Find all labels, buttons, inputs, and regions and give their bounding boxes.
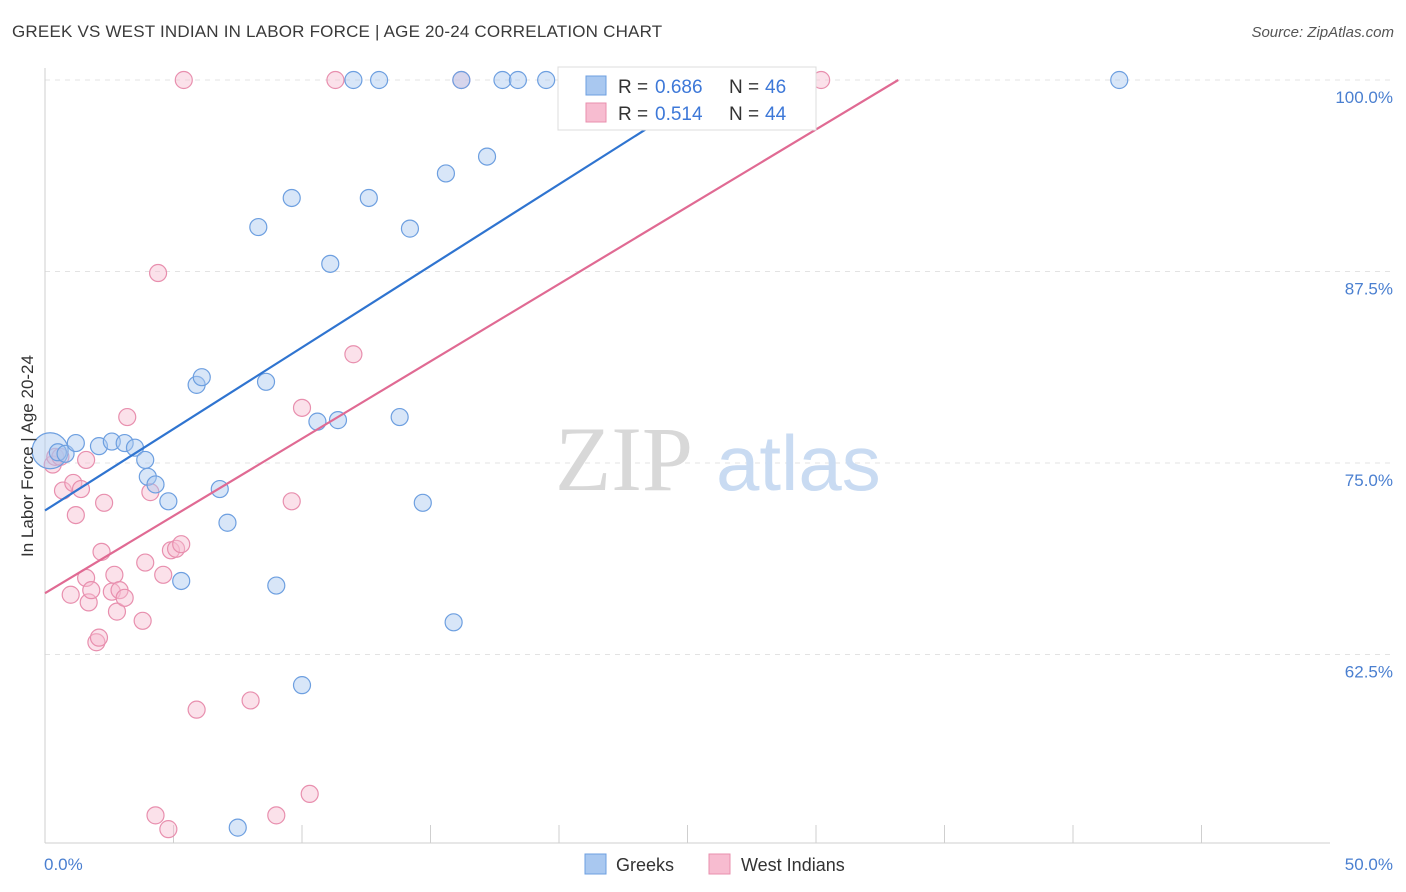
axes — [44, 68, 1330, 844]
west-indians-point — [89, 628, 109, 647]
greeks-points — [31, 70, 1129, 837]
bottom-legend-swatch-greeks — [584, 853, 607, 875]
legend-r-label-west-indians: R = — [618, 104, 648, 125]
greeks-point — [1110, 70, 1129, 90]
legend-n-label-west-indians: N = — [729, 104, 759, 125]
greeks-point — [477, 147, 497, 166]
greeks-point — [328, 411, 348, 430]
greeks-point — [508, 70, 527, 90]
y-tick-label: 75.0% — [1345, 471, 1393, 490]
greeks-point — [218, 513, 237, 532]
greeks-point — [308, 412, 327, 431]
greeks-point — [400, 219, 420, 238]
greeks-point — [192, 368, 211, 387]
west-indians-point — [154, 565, 173, 584]
x-tick-label: 50.0% — [1345, 855, 1393, 874]
greeks-point — [267, 576, 286, 595]
greeks-point — [172, 571, 191, 591]
legend-n-value-west-indians: 44 — [765, 104, 787, 125]
legend: R = 0.686 N = 46 R = 0.514 N = 44 — [557, 66, 817, 131]
legend-n-value-greeks: 46 — [765, 77, 786, 98]
west-indians-point — [267, 806, 286, 825]
legend-r-value-west-indians: 0.514 — [655, 104, 703, 125]
legend-r-label-greeks: R = — [618, 77, 648, 98]
greeks-point — [344, 70, 363, 90]
west-indians-point — [146, 806, 165, 825]
y-axis-label: In Labor Force | Age 20-24 — [18, 355, 37, 557]
bottom-legend-greeks: Greeks — [616, 855, 674, 875]
west-indians-point — [172, 535, 191, 554]
west-indians-trend-line — [44, 79, 899, 595]
west-indians-points — [43, 70, 831, 839]
legend-swatch-greeks — [585, 75, 607, 96]
west-indians-point — [174, 70, 193, 90]
west-indians-point — [292, 398, 312, 417]
greeks-point — [115, 433, 134, 453]
bottom-legend: Greeks West Indians — [584, 853, 845, 875]
y-tick-label: 87.5% — [1345, 280, 1393, 299]
west-indians-point — [61, 585, 80, 604]
y-tick-label: 100.0% — [1335, 88, 1393, 107]
west-indians-point — [187, 700, 206, 719]
west-indians-point — [92, 542, 111, 561]
west-indians-point — [118, 407, 137, 427]
west-indians-point — [95, 493, 114, 512]
west-indians-point — [241, 691, 260, 710]
trend-lines — [44, 79, 899, 595]
greeks-point — [321, 254, 340, 273]
west-indians-point — [66, 505, 85, 525]
y-tick-label: 62.5% — [1345, 663, 1393, 682]
greeks-point — [436, 164, 456, 183]
x-tick-labels: 0.0% 50.0% — [44, 855, 1393, 874]
chart-title: GREEK VS WEST INDIAN IN LABOR FORCE | AG… — [12, 22, 663, 41]
west-indians-point — [300, 784, 319, 804]
legend-n-label-greeks: N = — [729, 77, 759, 98]
bottom-legend-west-indians: West Indians — [741, 855, 845, 875]
x-tick-label: 0.0% — [44, 855, 83, 874]
west-indians-point — [326, 70, 345, 90]
greeks-point — [390, 407, 409, 427]
greeks-point — [493, 70, 512, 90]
bottom-legend-swatch-west-indians — [708, 853, 731, 875]
greeks-point — [452, 70, 471, 90]
west-indians-point — [105, 565, 124, 584]
source-label: Source: ZipAtlas.com — [1251, 24, 1394, 41]
greeks-point — [370, 70, 389, 90]
legend-r-value-greeks: 0.686 — [655, 77, 703, 98]
greeks-point — [138, 467, 157, 486]
west-indians-point — [282, 492, 301, 511]
west-indians-point — [136, 553, 155, 572]
west-indians-point — [133, 611, 152, 630]
greeks-point — [292, 676, 312, 695]
watermark-zip: ZIP — [555, 408, 693, 510]
greeks-point — [256, 372, 276, 391]
legend-swatch-west-indians — [585, 102, 607, 123]
greeks-point — [413, 493, 432, 512]
greeks-point — [444, 613, 463, 632]
gridlines — [45, 79, 1395, 655]
greeks-point — [48, 443, 67, 462]
west-indians-point — [148, 263, 168, 283]
west-indians-point — [107, 602, 127, 621]
greeks-point — [66, 433, 85, 453]
west-indians-point — [115, 588, 134, 607]
west-indians-point — [159, 820, 178, 839]
west-indians-point — [82, 581, 101, 600]
greeks-point — [228, 818, 247, 837]
greeks-trend-line — [44, 79, 725, 512]
watermark: ZIP atlas — [555, 408, 881, 510]
greeks-point — [282, 188, 301, 208]
greeks-point — [136, 450, 155, 470]
y-tick-labels: 62.5% 75.0% 87.5% 100.0% — [1335, 88, 1393, 682]
west-indians-point — [344, 345, 363, 364]
watermark-atlas: atlas — [716, 419, 881, 507]
west-indians-point — [77, 450, 96, 470]
greeks-point — [159, 492, 178, 511]
greeks-point — [359, 188, 378, 208]
greeks-point — [537, 70, 556, 90]
greeks-point — [146, 475, 165, 494]
greeks-point — [249, 217, 268, 237]
